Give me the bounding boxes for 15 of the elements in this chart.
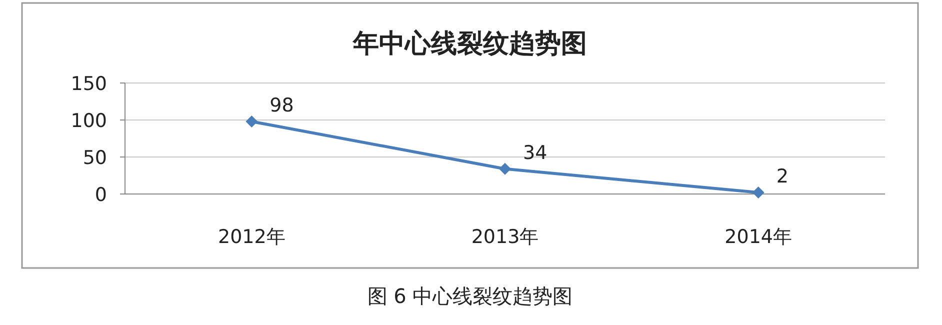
- chart-title: 年中心线裂纹趋势图: [352, 29, 587, 59]
- data-label: 98: [270, 94, 294, 116]
- y-tick-label: 150: [70, 73, 107, 95]
- y-tick-label: 50: [82, 147, 107, 169]
- x-tick-label: 2012年: [218, 226, 286, 248]
- x-tick-label: 2013年: [471, 226, 539, 248]
- y-tick-label: 0: [94, 184, 107, 206]
- point: [246, 115, 258, 128]
- point: [499, 162, 511, 175]
- y-tick-label: 100: [70, 110, 107, 132]
- caption: 图 6 中心线裂纹趋势图: [367, 284, 573, 308]
- x-tick-label: 2014年: [724, 226, 792, 248]
- point: [752, 186, 764, 199]
- data-label: 34: [523, 142, 548, 164]
- data-label: 2: [776, 166, 788, 188]
